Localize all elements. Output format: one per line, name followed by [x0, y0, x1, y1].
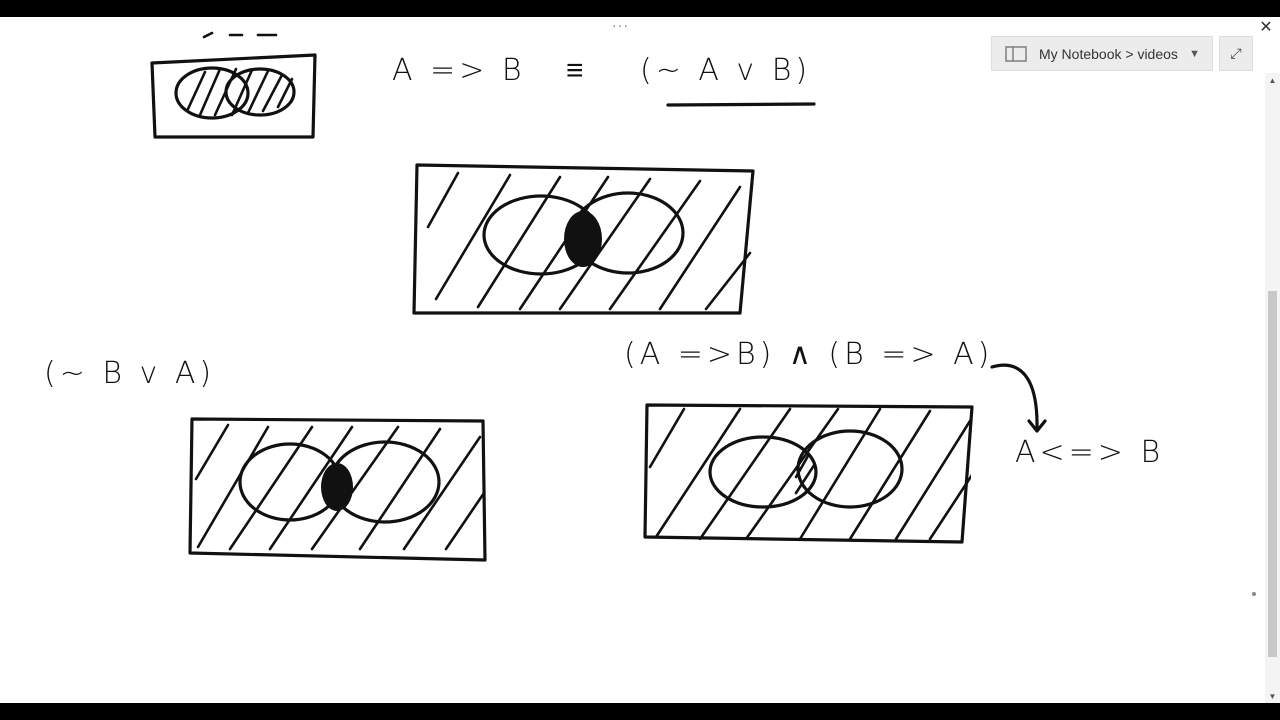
expand-button[interactable]: ⤢ [1219, 36, 1253, 71]
page-dot-icon [1252, 592, 1256, 596]
converse-expression: (~ B v A) [44, 356, 215, 391]
close-icon[interactable]: ✕ [1259, 19, 1273, 36]
venn-converse-diagram [188, 417, 487, 562]
equivalence-sign: ≡ [566, 53, 588, 88]
venn-negation-diagram [412, 163, 755, 315]
notebook-breadcrumb[interactable]: My Notebook > videos ▼ [991, 36, 1213, 71]
arrow-head [1027, 419, 1047, 433]
iff-result: A<=> B [1015, 435, 1164, 470]
more-options-icon[interactable]: ··· [612, 17, 629, 33]
ink-canvas: A => B ≡ (~ A v B) (~ B v A) [44, 31, 1164, 562]
implication-rhs: (~ A v B) [640, 53, 811, 88]
notebook-page: A => B ≡ (~ A v B) (~ B v A) [0, 17, 1280, 703]
underline [666, 102, 816, 107]
implication-lhs: A => B [392, 53, 526, 88]
venn-union-diagram [150, 53, 317, 139]
biconditional-expression: (A =>B) ∧ (B => A) [624, 337, 993, 372]
arrow-line [990, 363, 1039, 431]
scroll-down-icon[interactable]: ▼ [1268, 691, 1277, 701]
venn-biconditional-diagram [643, 403, 974, 544]
notebook-icon [1005, 45, 1027, 62]
cutoff-ink [202, 31, 278, 39]
caret-down-icon[interactable]: ▼ [1189, 47, 1200, 60]
vertical-scrollbar[interactable]: ▲ ▼ [1265, 73, 1280, 703]
scroll-thumb[interactable] [1268, 291, 1277, 657]
scroll-up-icon[interactable]: ▲ [1268, 75, 1277, 85]
breadcrumb-text: My Notebook > videos [1039, 45, 1178, 62]
